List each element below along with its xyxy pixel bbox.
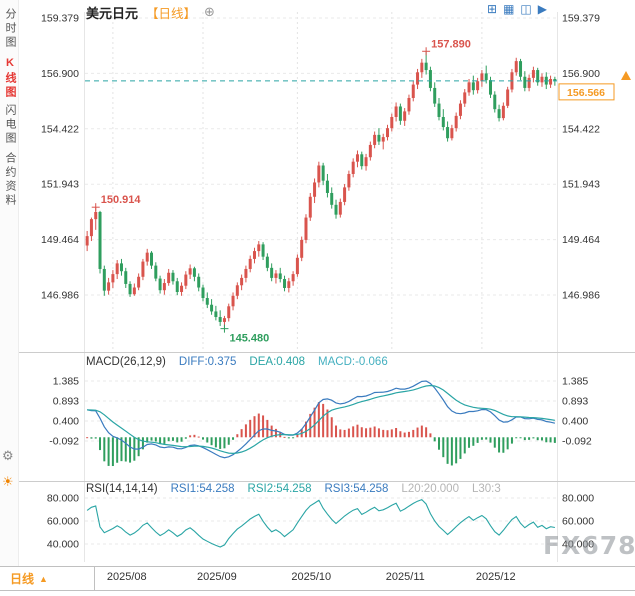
- svg-text:1.385: 1.385: [53, 376, 79, 388]
- rsi2-value: RSI2:54.258: [247, 483, 312, 495]
- svg-text:151.943: 151.943: [562, 179, 600, 191]
- timeframe-label: 【日线】: [146, 6, 197, 21]
- time-axis-label: 2025/10: [291, 571, 332, 583]
- rsi3-value: RSI3:54.258: [324, 483, 389, 495]
- price-annotation: 157.890: [431, 38, 471, 50]
- svg-text:146.986: 146.986: [41, 289, 79, 301]
- svg-text:80.000: 80.000: [562, 493, 594, 505]
- chart-header: 美元日元 【日线】 ⊕: [86, 3, 215, 21]
- time-axis-label: 2025/08: [106, 571, 147, 583]
- svg-text:151.943: 151.943: [41, 179, 79, 191]
- rsi1-value: RSI1:54.258: [170, 483, 235, 495]
- last-price-tag: [558, 83, 615, 101]
- svg-text:0.893: 0.893: [53, 395, 79, 407]
- time-axis: 2025/08 2025/09 2025/10 2025/11 2025/12: [0, 567, 635, 590]
- layout-multi-icon[interactable]: ▦: [503, 2, 515, 16]
- svg-text:40.000: 40.000: [47, 539, 79, 551]
- svg-text:40.000: 40.000: [562, 539, 594, 551]
- svg-text:159.379: 159.379: [562, 13, 600, 25]
- last-price-value: 156.566: [567, 87, 605, 99]
- svg-text:149.464: 149.464: [562, 234, 600, 246]
- rsi-l20-value: L20:20.000: [401, 483, 459, 495]
- svg-text:146.986: 146.986: [562, 289, 600, 301]
- rsi-header: RSI(14,14,14) RSI1:54.258 RSI2:54.258 RS…: [86, 483, 501, 495]
- macd-title: MACD(26,12,9): [86, 356, 166, 368]
- price-annotation: 150.914: [101, 194, 142, 206]
- macd-hist-value: MACD:-0.066: [318, 356, 388, 368]
- add-circle-icon[interactable]: ⊕: [204, 4, 215, 19]
- sidebar-item-contract-info[interactable]: 合约资料: [4, 152, 16, 208]
- svg-text:80.000: 80.000: [47, 493, 79, 505]
- svg-text:-0.092: -0.092: [49, 436, 79, 448]
- macd-header: MACD(26,12,9) DIFF:0.375 DEA:0.408 MACD:…: [86, 356, 388, 368]
- layout-split-icon[interactable]: ◫: [520, 2, 532, 16]
- sidebar-item-time-chart[interactable]: 分时图: [4, 8, 16, 50]
- scroll-to-latest-button[interactable]: [621, 71, 631, 80]
- chart-canvas[interactable]: 159.379 159.379 156.900 156.900 154.422 154.4…: [0, 0, 635, 566]
- svg-text:0.893: 0.893: [562, 395, 588, 407]
- svg-text:159.379: 159.379: [41, 13, 79, 25]
- gear-icon[interactable]: ⚙: [2, 448, 14, 463]
- sidebar: 分时图 K线图 闪电图 合约资料 ⚙ ☀: [0, 0, 19, 566]
- chevron-up-icon: ▲: [39, 573, 48, 584]
- period-selector[interactable]: 日线 ▲: [0, 567, 95, 590]
- svg-text:154.422: 154.422: [562, 123, 600, 135]
- play-icon[interactable]: ▶: [537, 2, 547, 16]
- rsi-l30-value: L30:3: [471, 483, 501, 495]
- svg-text:60.000: 60.000: [562, 516, 594, 528]
- svg-text:156.900: 156.900: [562, 68, 600, 80]
- svg-text:60.000: 60.000: [47, 516, 79, 528]
- price-annotation: 145.480: [229, 333, 269, 345]
- svg-text:1.385: 1.385: [562, 376, 588, 388]
- time-axis-bar: 2025/08 2025/09 2025/10 2025/11 2025/12 日线 ▲: [0, 566, 635, 591]
- time-axis-label: 2025/11: [385, 571, 425, 583]
- svg-text:-0.092: -0.092: [562, 436, 592, 448]
- sidebar-item-kline-chart[interactable]: K线图: [4, 57, 16, 100]
- svg-text:149.464: 149.464: [41, 234, 79, 246]
- svg-text:156.900: 156.900: [41, 68, 79, 80]
- svg-text:0.400: 0.400: [53, 416, 79, 428]
- watermark: FX678: [543, 531, 635, 560]
- layout-grid-icon[interactable]: ⊞: [487, 2, 498, 16]
- svg-text:154.422: 154.422: [41, 123, 79, 135]
- symbol-title: 美元日元: [86, 5, 139, 21]
- svg-text:0.400: 0.400: [562, 416, 588, 428]
- macd-diff-value: DIFF:0.375: [178, 356, 237, 368]
- chart-toolbar: ⊞ ▦ ◫ ▶: [487, 2, 547, 16]
- rsi-title: RSI(14,14,14): [86, 483, 158, 495]
- period-label: 日线: [10, 572, 35, 586]
- macd-dea-value: DEA:0.408: [249, 356, 306, 368]
- time-axis-label: 2025/12: [475, 571, 516, 583]
- sidebar-item-lightning-chart[interactable]: 闪电图: [4, 104, 16, 146]
- time-axis-label: 2025/09: [197, 571, 237, 583]
- theme-icon[interactable]: ☀: [2, 474, 14, 489]
